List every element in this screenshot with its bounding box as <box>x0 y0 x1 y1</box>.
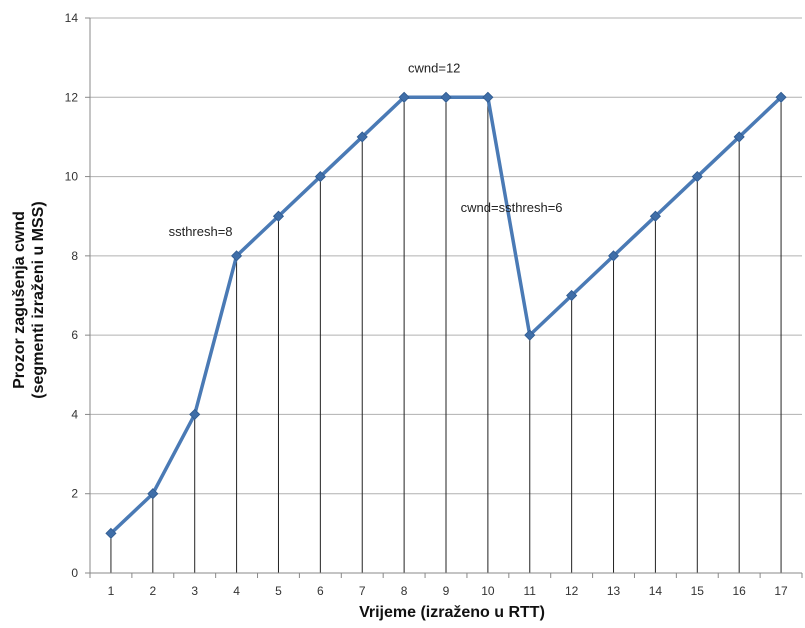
x-tick-labels: 1 2 3 4 5 6 7 8 9 10 11 12 13 14 15 16 17 <box>108 584 788 598</box>
axes <box>85 17 803 578</box>
y-tick-label: 8 <box>71 249 78 263</box>
data-point <box>189 408 201 420</box>
data-point <box>524 329 536 341</box>
data-point <box>147 488 159 500</box>
annotation-label: cwnd=ssthresh=6 <box>461 200 563 215</box>
y-axis-title-line-1: Prozor zagušenja cwnd <box>11 211 28 389</box>
x-tick-label: 15 <box>691 584 705 598</box>
annotation-label: cwnd=12 <box>408 60 460 75</box>
y-tick-label: 12 <box>65 90 79 104</box>
x-tick-label: 1 <box>108 584 115 598</box>
x-tick-label: 2 <box>149 584 156 598</box>
y-tick-label: 6 <box>71 328 78 342</box>
y-tick-label: 10 <box>65 170 79 184</box>
x-tick-label: 6 <box>317 584 324 598</box>
y-tick-label: 4 <box>71 407 78 421</box>
x-tick-label: 4 <box>233 584 240 598</box>
data-point <box>398 91 410 103</box>
data-point <box>733 131 745 143</box>
x-tick-label: 12 <box>565 584 579 598</box>
data-point <box>649 210 661 222</box>
data-point <box>607 250 620 262</box>
x-tick-label: 13 <box>607 584 621 598</box>
x-tick-label: 8 <box>401 584 408 598</box>
x-tick-label: 14 <box>649 584 663 598</box>
data-point <box>272 210 285 222</box>
y-tick-label: 0 <box>71 566 78 580</box>
y-tick-labels: 0 2 4 6 8 10 12 14 <box>65 11 79 580</box>
data-point <box>775 91 787 103</box>
annotation-label: ssthresh=8 <box>169 224 233 239</box>
x-tick-label: 3 <box>191 584 198 598</box>
data-point <box>691 171 703 183</box>
x-tick-label: 7 <box>359 584 366 598</box>
x-axis-title: Vrijeme (izraženo u RTT) <box>359 604 545 621</box>
x-tick-label: 5 <box>275 584 282 598</box>
annotations: ssthresh=8 cwnd=12 cwnd=ssthresh=6 <box>169 60 563 239</box>
data-point <box>105 527 117 539</box>
data-point <box>482 91 494 103</box>
x-tick-label: 9 <box>443 584 450 598</box>
data-point <box>356 131 368 143</box>
x-tick-label: 10 <box>481 584 495 598</box>
data-point <box>314 171 326 183</box>
drop-lines <box>110 97 782 573</box>
series <box>105 91 787 539</box>
data-point <box>566 289 578 302</box>
y-tick-label: 14 <box>65 11 79 25</box>
data-point <box>231 250 243 262</box>
x-tick-label: 16 <box>732 584 746 598</box>
data-point <box>440 91 452 103</box>
x-tick-label: 11 <box>524 584 537 598</box>
y-axis-title-line-2: (segmenti izraženi u MSS) <box>30 201 47 398</box>
y-tick-label: 2 <box>71 487 78 501</box>
x-tick-label: 17 <box>774 584 788 598</box>
